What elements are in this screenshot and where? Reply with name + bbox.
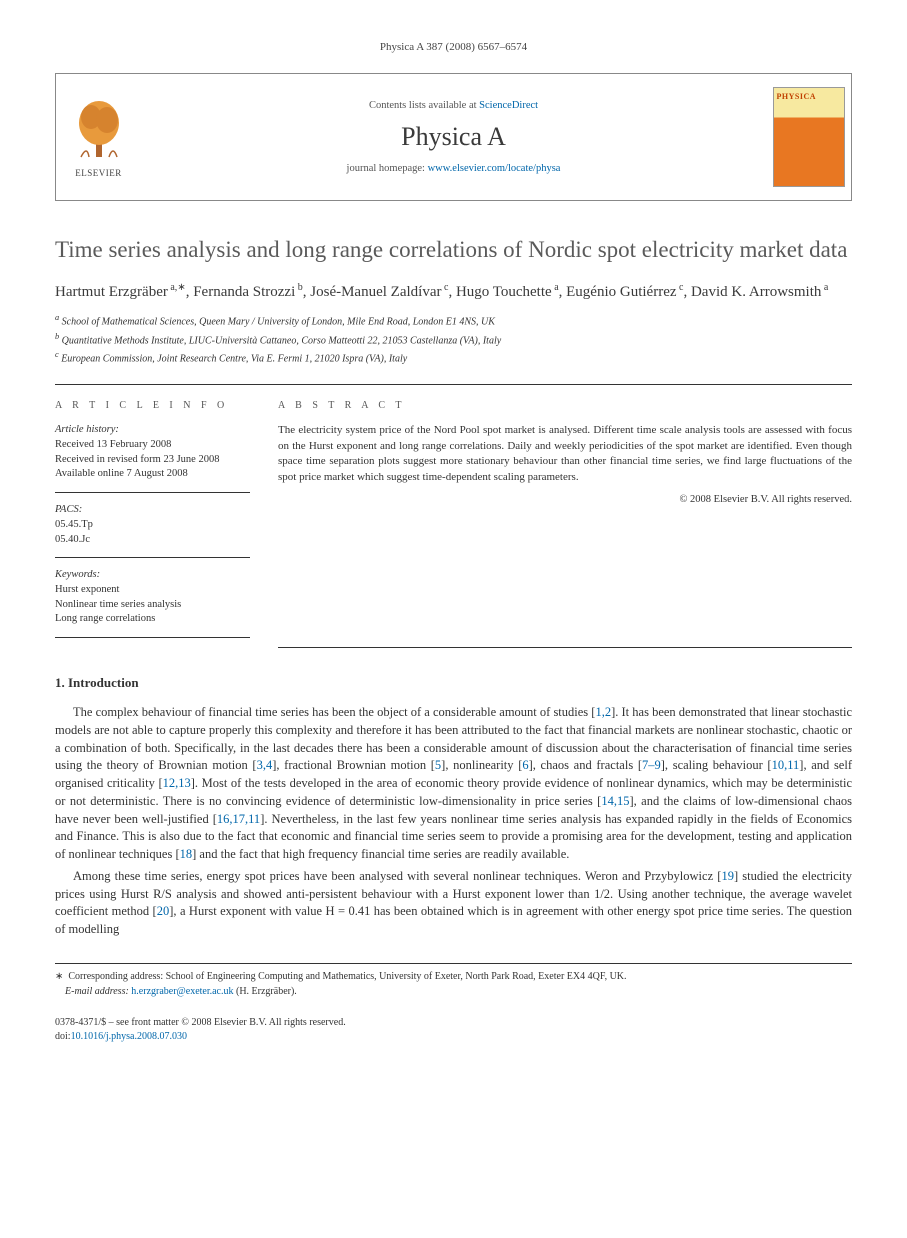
author: Hartmut Erzgräber a,∗	[55, 284, 186, 300]
affiliation: b Quantitative Methods Institute, LIUC-U…	[55, 331, 852, 348]
homepage-link[interactable]: www.elsevier.com/locate/physa	[428, 163, 561, 174]
history-received: Received 13 February 2008	[55, 438, 250, 453]
footnotes: ∗ Corresponding address: School of Engin…	[55, 963, 852, 1000]
affiliation: c European Commission, Joint Research Ce…	[55, 349, 852, 366]
author: José-Manuel Zaldívar c	[310, 284, 448, 300]
keyword: Long range correlations	[55, 612, 250, 627]
corr-address: Corresponding address: School of Enginee…	[68, 971, 626, 982]
history-online: Available online 7 August 2008	[55, 467, 250, 482]
keyword: Nonlinear time series analysis	[55, 598, 250, 613]
keywords-label: Keywords:	[55, 568, 250, 583]
cover-rect: PHYSICA	[773, 87, 845, 187]
elsevier-wordmark: ELSEVIER	[75, 167, 122, 180]
journal-homepage-line: journal homepage: www.elsevier.com/locat…	[347, 162, 561, 177]
intro-para-1: The complex behaviour of financial time …	[55, 704, 852, 864]
ref-link[interactable]: 1,2	[595, 705, 611, 719]
homepage-prefix: journal homepage:	[347, 163, 428, 174]
text: The complex behaviour of financial time …	[73, 705, 595, 719]
ref-link[interactable]: 19	[721, 869, 734, 883]
article-info-column: A R T I C L E I N F O Article history: R…	[55, 399, 250, 648]
text: Among these time series, energy spot pri…	[73, 869, 721, 883]
asterisk-icon: ∗	[55, 971, 63, 982]
cover-title: PHYSICA	[777, 91, 817, 102]
text: ] and the fact that high frequency finan…	[192, 847, 569, 861]
abstract-label: A B S T R A C T	[278, 399, 852, 413]
section-heading-intro: 1. Introduction	[55, 674, 852, 692]
authors-list: Hartmut Erzgräber a,∗, Fernanda Strozzi …	[55, 281, 852, 302]
keywords-block: Keywords: Hurst exponent Nonlinear time …	[55, 568, 250, 638]
ref-link[interactable]: 20	[157, 904, 170, 918]
text: ], scaling behaviour [	[661, 758, 772, 772]
running-head: Physica A 387 (2008) 6567–6574	[55, 40, 852, 55]
ref-link[interactable]: 18	[180, 847, 193, 861]
info-abstract-row: A R T I C L E I N F O Article history: R…	[55, 384, 852, 648]
email-who: (H. Erzgräber).	[236, 986, 297, 997]
journal-cover-thumb: PHYSICA	[766, 74, 851, 200]
keyword: Hurst exponent	[55, 583, 250, 598]
abstract-copyright: © 2008 Elsevier B.V. All rights reserved…	[278, 493, 852, 508]
history-label: Article history:	[55, 423, 250, 438]
header-center: Contents lists available at ScienceDirec…	[141, 74, 766, 200]
text: ], nonlinearity [	[441, 758, 522, 772]
article-info-label: A R T I C L E I N F O	[55, 399, 250, 413]
ref-link[interactable]: 3,4	[257, 758, 273, 772]
footer-meta: 0378-4371/$ – see front matter © 2008 El…	[55, 1016, 852, 1044]
issn-line: 0378-4371/$ – see front matter © 2008 El…	[55, 1016, 852, 1030]
abstract-text: The electricity system price of the Nord…	[278, 423, 852, 485]
text: ], chaos and fractals [	[529, 758, 642, 772]
author: Eugénio Gutiérrez c	[566, 284, 683, 300]
ref-link[interactable]: 10,11	[772, 758, 800, 772]
affiliations: a School of Mathematical Sciences, Queen…	[55, 312, 852, 366]
doi-label: doi:	[55, 1031, 71, 1042]
email-link[interactable]: h.erzgraber@exeter.ac.uk	[131, 986, 233, 997]
email-footnote: E-mail address: h.erzgraber@exeter.ac.uk…	[55, 985, 852, 1000]
pacs-code: 05.45.Tp	[55, 518, 250, 533]
text: ], fractional Brownian motion [	[272, 758, 435, 772]
sciencedirect-link[interactable]: ScienceDirect	[479, 100, 538, 111]
abstract-column: A B S T R A C T The electricity system p…	[278, 399, 852, 648]
email-label: E-mail address:	[65, 986, 129, 997]
elsevier-logo: ELSEVIER	[56, 74, 141, 200]
corresponding-footnote: ∗ Corresponding address: School of Engin…	[55, 970, 852, 985]
journal-header-box: ELSEVIER Contents lists available at Sci…	[55, 73, 852, 201]
article-title: Time series analysis and long range corr…	[55, 236, 852, 265]
author: David K. Arrowsmith a	[691, 284, 828, 300]
author: Hugo Touchette a	[456, 284, 559, 300]
affiliation: a School of Mathematical Sciences, Queen…	[55, 312, 852, 329]
article-history-block: Article history: Received 13 February 20…	[55, 423, 250, 493]
pacs-block: PACS: 05.45.Tp 05.40.Jc	[55, 503, 250, 558]
ref-link[interactable]: 12,13	[163, 776, 191, 790]
history-revised: Received in revised form 23 June 2008	[55, 453, 250, 468]
elsevier-tree-icon	[69, 95, 129, 165]
intro-para-2: Among these time series, energy spot pri…	[55, 868, 852, 939]
ref-link[interactable]: 14,15	[601, 794, 629, 808]
author: Fernanda Strozzi b	[193, 284, 303, 300]
pacs-code: 05.40.Jc	[55, 533, 250, 548]
doi-line: doi:10.1016/j.physa.2008.07.030	[55, 1030, 852, 1044]
pacs-label: PACS:	[55, 503, 250, 518]
text: ], a Hurst exponent with value H = 0.41 …	[55, 904, 852, 936]
journal-title: Physica A	[401, 119, 506, 155]
contents-available-line: Contents lists available at ScienceDirec…	[369, 99, 538, 114]
ref-link[interactable]: 7–9	[642, 758, 661, 772]
contents-prefix: Contents lists available at	[369, 100, 479, 111]
ref-link[interactable]: 16,17,11	[217, 812, 260, 826]
doi-link[interactable]: 10.1016/j.physa.2008.07.030	[71, 1031, 187, 1042]
